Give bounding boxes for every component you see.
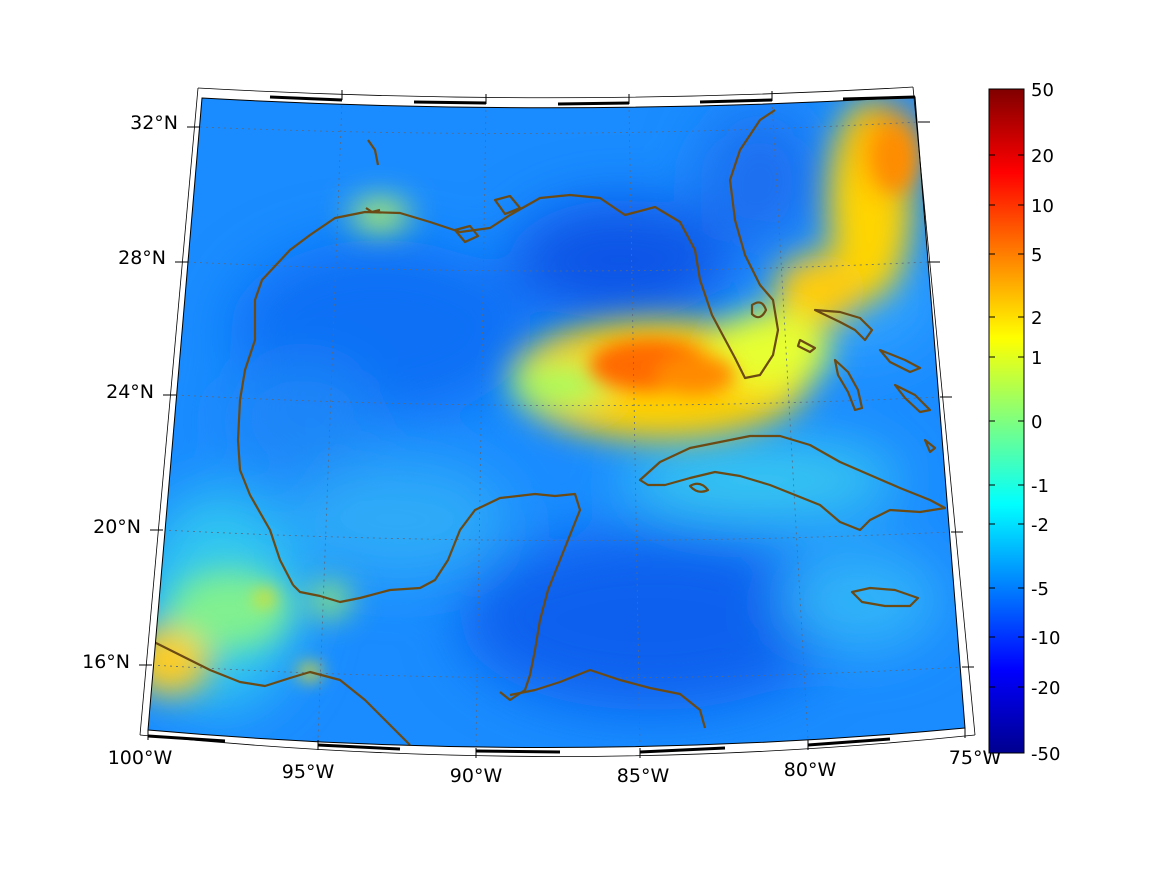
colorbar-label: -10 [1031, 628, 1060, 649]
lat-label: 20°N [93, 516, 141, 538]
lat-label: 16°N [82, 651, 130, 673]
lat-labels: 32°N 28°N 24°N 20°N 16°N [82, 112, 178, 673]
coastline-jamaica [850, 586, 920, 608]
lon-label: 90°W [450, 765, 503, 787]
colorbar-label: 10 [1031, 196, 1054, 217]
map-frame [139, 86, 976, 757]
coastline-cuba [638, 434, 947, 532]
heatmap-field [148, 97, 965, 748]
lon-label: 95°W [282, 761, 335, 783]
coastlines [149, 109, 947, 746]
coastline-central-america [509, 668, 707, 729]
colorbar-label: -1 [1031, 476, 1049, 497]
lon-label: 100°W [108, 747, 173, 769]
colorbar: 50 20 10 5 2 1 0 -1 -2 -5 -10 -20 -50 [988, 80, 1060, 765]
colorbar-label: 5 [1031, 245, 1042, 266]
coastline-bahamas [813, 308, 874, 342]
lat-label: 32°N [130, 112, 178, 134]
colorbar-ticks [989, 154, 1024, 688]
colorbar-label: 0 [1031, 412, 1042, 433]
colorbar-label: 1 [1031, 348, 1042, 369]
lat-label: 28°N [118, 247, 166, 269]
coastline-pacific-mexico [149, 639, 411, 746]
colorbar-label: 2 [1031, 308, 1042, 329]
colorbar-label: -20 [1031, 678, 1060, 699]
lon-labels: 100°W 95°W 90°W 85°W 80°W 75°W [108, 747, 1002, 787]
lat-label: 24°N [106, 381, 154, 403]
colorbar-label: -50 [1031, 744, 1060, 765]
lake-okeechobee [750, 301, 768, 319]
axis-ticks [139, 90, 974, 758]
lon-label: 80°W [784, 759, 837, 781]
colorbar-label: -5 [1031, 579, 1049, 600]
graticule [151, 99, 963, 748]
lon-label: 75°W [949, 747, 1002, 769]
lon-label: 85°W [617, 765, 670, 787]
colorbar-label: -2 [1031, 515, 1049, 536]
colorbar-label: 20 [1031, 146, 1054, 167]
coastline-mexico [292, 492, 582, 702]
colorbar-label: 50 [1031, 80, 1054, 101]
coastline-us-gulf [236, 109, 780, 586]
